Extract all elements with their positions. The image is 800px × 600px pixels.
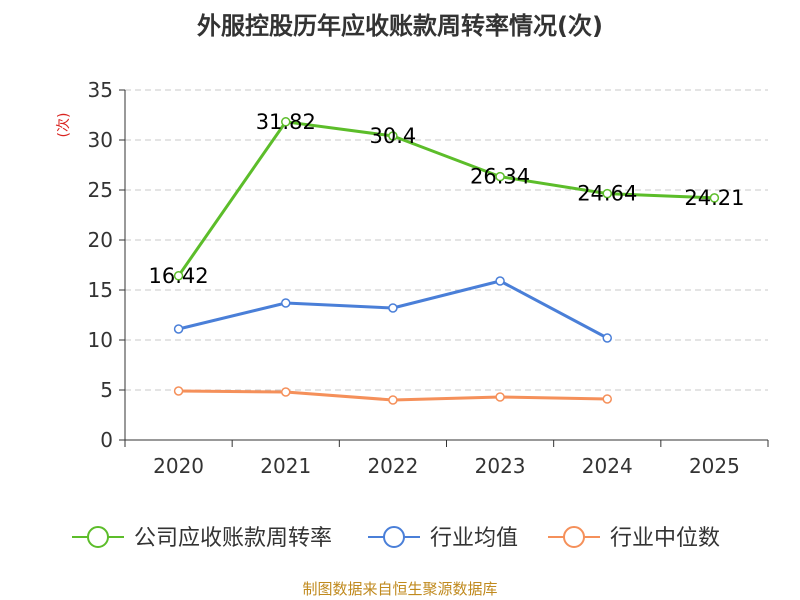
data-label: 31.82 bbox=[256, 110, 316, 134]
y-tick-label: 20 bbox=[88, 228, 113, 252]
source-note: 制图数据来自恒生聚源数据库 bbox=[302, 580, 498, 598]
legend-marker-1 bbox=[383, 526, 405, 548]
series-group bbox=[173, 117, 720, 405]
data-point bbox=[281, 298, 291, 308]
x-tick-label: 2021 bbox=[260, 454, 311, 478]
data-point bbox=[495, 276, 505, 286]
x-tick-label: 2023 bbox=[475, 454, 526, 478]
data-point bbox=[709, 193, 720, 203]
data-point bbox=[602, 333, 612, 343]
y-tick-label: 5 bbox=[100, 378, 113, 402]
legend: 公司应收账款周转率 行业均值 行业中位数 bbox=[72, 526, 720, 551]
legend-label-1: 行业均值 bbox=[430, 526, 518, 551]
data-point bbox=[173, 386, 184, 396]
data-point bbox=[602, 188, 612, 199]
x-tick-label: 2025 bbox=[689, 454, 740, 478]
y-tick-label: 30 bbox=[88, 128, 113, 152]
data-label: 26.34 bbox=[470, 165, 530, 189]
data-point bbox=[173, 271, 184, 281]
y-tick-label: 0 bbox=[100, 428, 113, 452]
data-point bbox=[602, 394, 612, 404]
data-point bbox=[388, 131, 398, 141]
legend-label-0: 公司应收账款周转率 bbox=[134, 526, 332, 551]
legend-marker-2 bbox=[563, 526, 585, 548]
data-point bbox=[281, 117, 291, 127]
legend-label-2: 行业中位数 bbox=[610, 526, 720, 551]
legend-marker-0 bbox=[87, 526, 109, 548]
data-point bbox=[281, 387, 291, 397]
x-tick-label: 2024 bbox=[582, 454, 633, 478]
series-line-0 bbox=[177, 120, 715, 277]
data-point bbox=[388, 395, 398, 405]
chart-title: 外服控股历年应收账款周转率情况(次) bbox=[197, 12, 603, 40]
y-tick-label: 10 bbox=[88, 328, 113, 352]
x-tick-label: 2020 bbox=[153, 454, 204, 478]
data-point bbox=[495, 171, 505, 182]
data-point bbox=[495, 392, 505, 402]
data-label: 24.64 bbox=[577, 182, 637, 206]
data-point bbox=[388, 303, 398, 313]
data-label: 24.21 bbox=[684, 186, 744, 210]
y-tick-label: 25 bbox=[88, 178, 113, 202]
data-point bbox=[173, 324, 184, 334]
gridlines bbox=[125, 89, 768, 391]
data-label: 16.42 bbox=[149, 264, 209, 288]
data-label: 30.4 bbox=[370, 124, 417, 148]
y-axis-label: (次) bbox=[56, 113, 72, 138]
y-tick-label: 35 bbox=[88, 78, 113, 102]
x-tick-label: 2022 bbox=[367, 454, 418, 478]
data-labels: 16.42 31.82 30.4 26.34 24.64 24.21 bbox=[149, 110, 745, 288]
y-tick-label: 15 bbox=[88, 278, 113, 302]
